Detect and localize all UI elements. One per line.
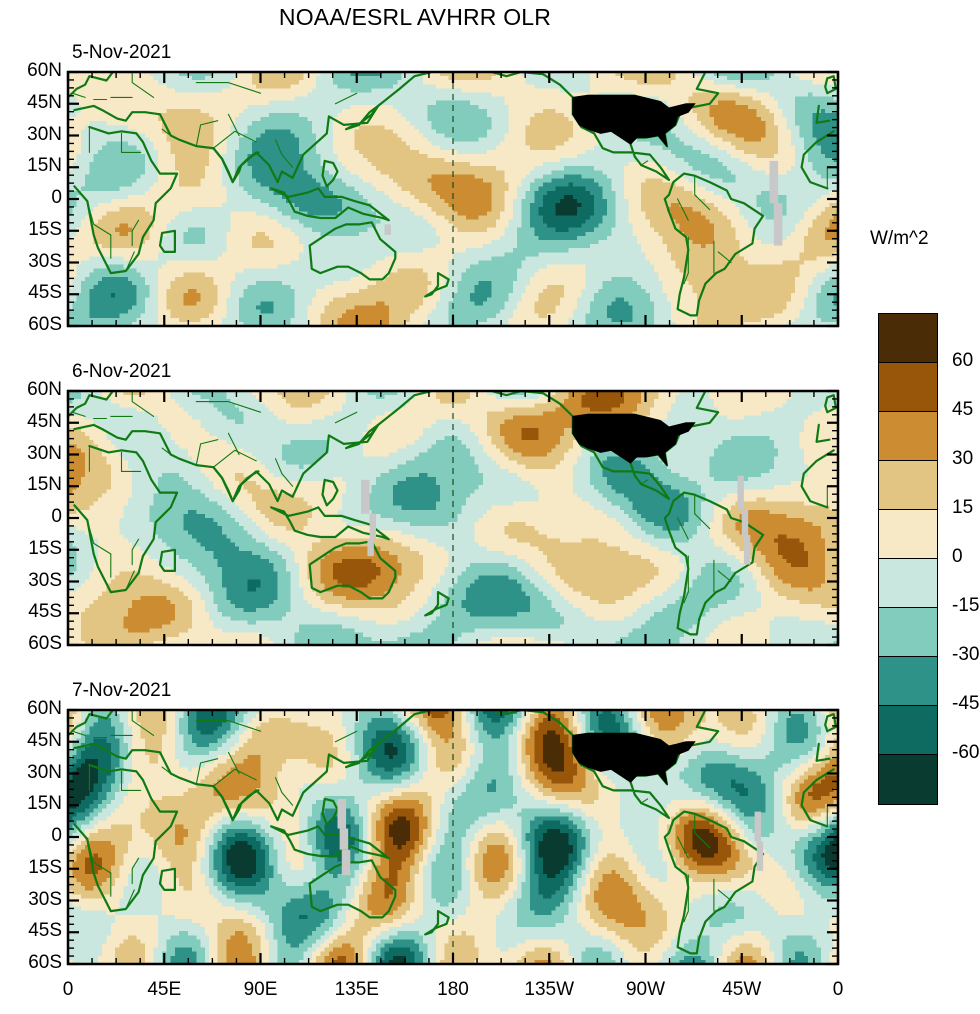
y-axis-tick-label: 15N [0, 474, 62, 496]
colorbar-tick-label: 15 [952, 497, 973, 519]
figure-title: NOAA/ESRL AVHRR OLR [0, 4, 830, 31]
y-axis-tick-label: 0 [0, 506, 62, 528]
colorbar-band[interactable] [879, 657, 937, 706]
y-axis-tick-label: 45N [0, 92, 62, 114]
axis-frame-2 [66, 389, 840, 647]
y-axis-tick-label: 15N [0, 793, 62, 815]
panel-date-label-1: 5-Nov-2021 [72, 42, 171, 64]
y-axis-tick-label: 45S [0, 282, 62, 304]
y-axis-tick-label: 60N [0, 698, 62, 720]
x-axis-tick-label: 0 [793, 979, 883, 1001]
x-axis-tick-label: 45E [119, 979, 209, 1001]
colorbar-tick-label: -60 [952, 742, 979, 764]
colorbar-band[interactable] [879, 412, 937, 461]
y-axis-tick-label: 60S [0, 633, 62, 655]
y-axis-tick-label: 15S [0, 219, 62, 241]
colorbar-tick-label: 0 [952, 546, 963, 568]
map-panel-3 [68, 710, 838, 964]
colorbar-tick-label: -30 [952, 644, 979, 666]
y-axis-tick-label: 30N [0, 443, 62, 465]
x-axis-tick-label: 135E [312, 979, 402, 1001]
axis-frame-3 [66, 708, 840, 966]
y-axis-tick-label: 60S [0, 314, 62, 336]
y-axis-tick-label: 30S [0, 251, 62, 273]
map-panel-1 [68, 72, 838, 326]
x-axis-tick-label: 90E [216, 979, 306, 1001]
colorbar-band[interactable] [879, 461, 937, 510]
colorbar-band[interactable] [879, 755, 937, 804]
colorbar-band[interactable] [879, 363, 937, 412]
y-axis-tick-label: 15S [0, 857, 62, 879]
axis-frame-1 [66, 70, 840, 328]
colorbar-title: W/m^2 [870, 228, 929, 250]
y-axis-tick-label: 60N [0, 60, 62, 82]
colorbar-band[interactable] [879, 559, 937, 608]
colorbar-band[interactable] [879, 706, 937, 755]
map-panel-2 [68, 391, 838, 645]
y-axis-tick-label: 30N [0, 762, 62, 784]
y-axis-tick-label: 15N [0, 155, 62, 177]
y-axis-tick-label: 45S [0, 920, 62, 942]
y-axis-tick-label: 15S [0, 538, 62, 560]
y-axis-tick-label: 30S [0, 889, 62, 911]
x-axis-tick-label: 45W [697, 979, 787, 1001]
panel-date-label-2: 6-Nov-2021 [72, 361, 171, 383]
colorbar-band[interactable] [879, 510, 937, 559]
colorbar-tick-label: -15 [952, 595, 979, 617]
x-axis-tick-label: 90W [601, 979, 691, 1001]
colorbar[interactable] [878, 313, 938, 805]
y-axis-tick-label: 45N [0, 411, 62, 433]
y-axis-tick-label: 60N [0, 379, 62, 401]
colorbar-tick-label: 30 [952, 448, 973, 470]
y-axis-tick-label: 30S [0, 570, 62, 592]
x-axis-tick-label: 180 [408, 979, 498, 1001]
y-axis-tick-label: 0 [0, 825, 62, 847]
y-axis-tick-label: 30N [0, 124, 62, 146]
x-axis-tick-label: 135W [504, 979, 594, 1001]
colorbar-tick-label: -45 [952, 693, 979, 715]
y-axis-tick-label: 45S [0, 601, 62, 623]
x-axis-tick-label: 0 [23, 979, 113, 1001]
y-axis-tick-label: 0 [0, 187, 62, 209]
colorbar-band[interactable] [879, 314, 937, 363]
colorbar-tick-label: 45 [952, 399, 973, 421]
colorbar-band[interactable] [879, 608, 937, 657]
y-axis-tick-label: 45N [0, 730, 62, 752]
panel-date-label-3: 7-Nov-2021 [72, 680, 171, 702]
colorbar-tick-label: 60 [952, 350, 973, 372]
y-axis-tick-label: 60S [0, 952, 62, 974]
